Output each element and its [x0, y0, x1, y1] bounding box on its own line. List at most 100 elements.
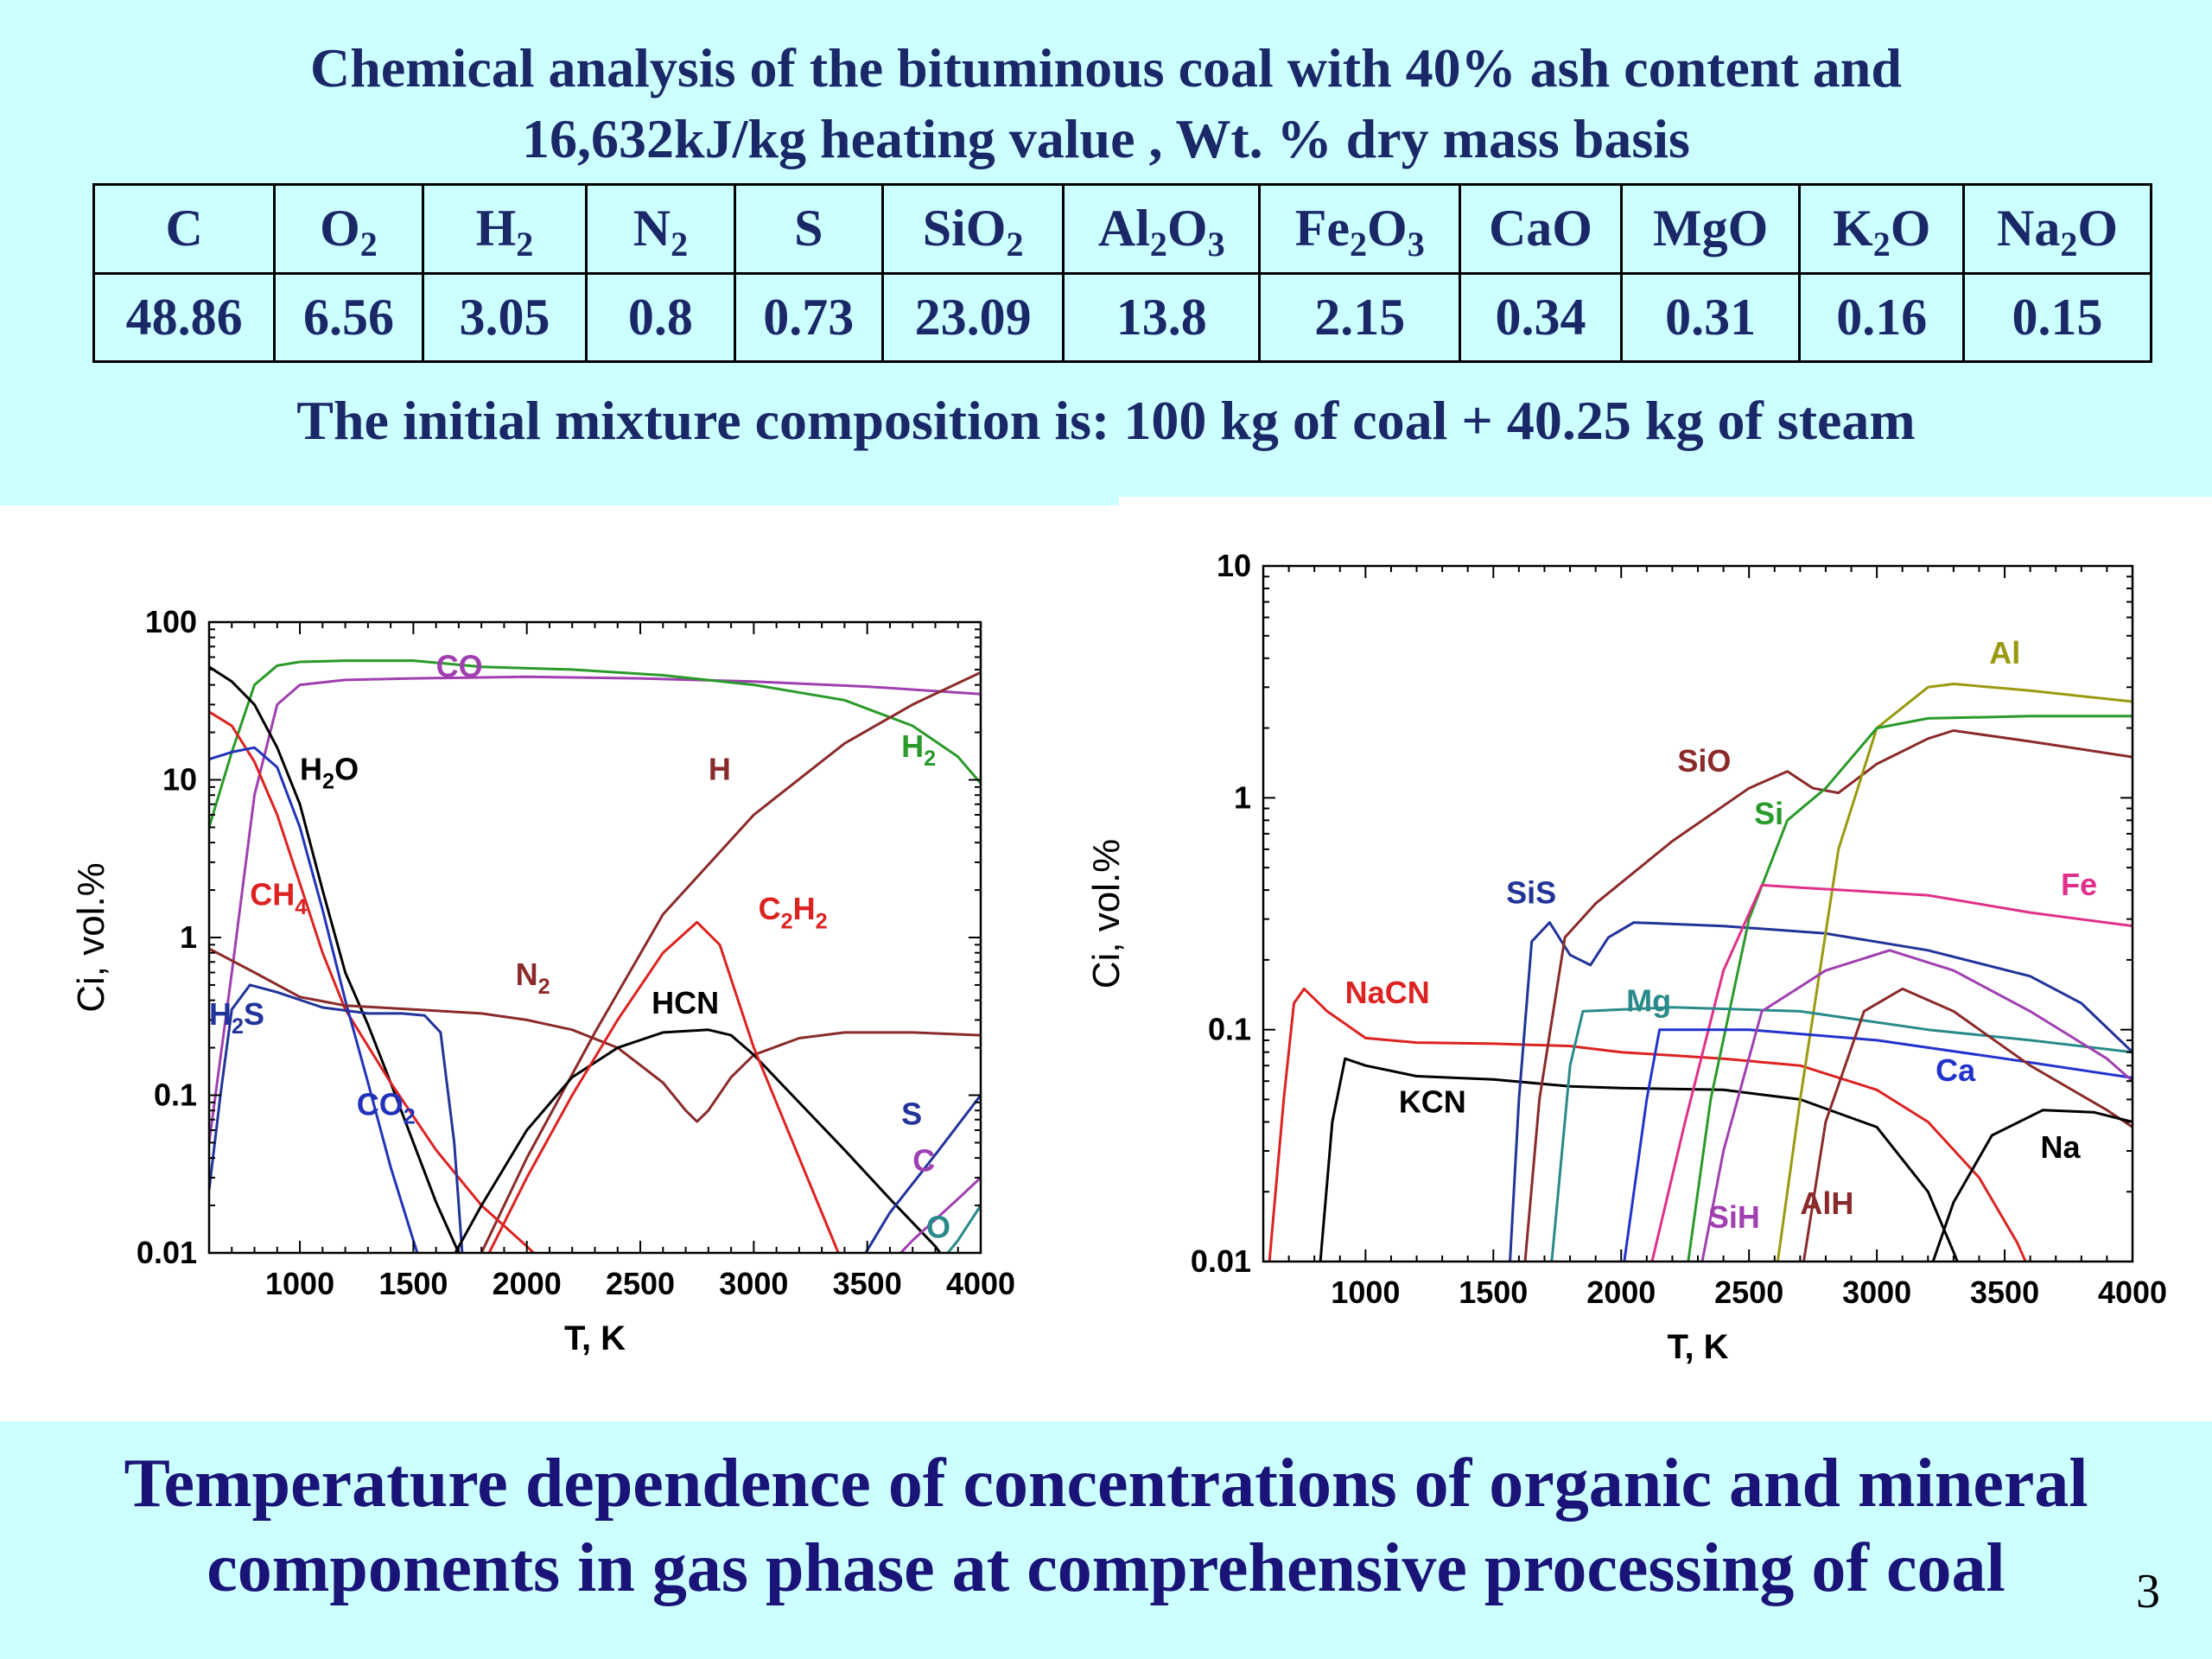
analysis-header-cell: SiO2	[880, 183, 1065, 275]
series-line-n2	[209, 947, 981, 1123]
series-line-fe	[1650, 883, 2133, 1262]
x-tick-label: 1500	[378, 1266, 448, 1301]
analysis-header-text: MgO	[1652, 200, 1769, 257]
series-label-h2o-part: 2	[322, 770, 334, 794]
series-label-mg: Mg	[1626, 982, 1671, 1018]
x-tick-label: 2000	[1586, 1274, 1656, 1310]
y-tick-label: 0.1	[1208, 1012, 1251, 1047]
analysis-header-text: C	[165, 200, 203, 257]
slide-title-line-2: 16,632kJ/kg heating value , Wt. % dry ma…	[522, 108, 1690, 169]
analysis-header-text: S	[794, 200, 823, 257]
series-label-ca-part: Ca	[1936, 1052, 1976, 1088]
y-tick-label: 0.1	[154, 1077, 197, 1113]
series-line-co2	[209, 746, 419, 1253]
series-label-n2-part: 2	[538, 975, 550, 999]
series-label-na-part: Na	[2040, 1129, 2081, 1165]
series-label-c2h2-part: C	[759, 891, 781, 926]
series-label-kcn: KCN	[1399, 1084, 1466, 1119]
analysis-header-text: 2	[2060, 225, 2078, 264]
x-tick-label: 1000	[1331, 1274, 1400, 1310]
analysis-value-cell: 48.86	[92, 271, 276, 363]
analysis-header-text: Fe	[1294, 200, 1351, 257]
analysis-header-text: CaO	[1488, 200, 1592, 257]
series-line-kcn	[1319, 1057, 1959, 1262]
series-label-h2s-part: 2	[232, 1014, 244, 1039]
series-label-h2-part: 2	[924, 747, 936, 771]
analysis-header-text: O	[2077, 200, 2119, 257]
analysis-header-text: SiO	[922, 200, 1007, 257]
series-label-sio: SiO	[1677, 743, 1731, 779]
series-label-ch4-part: 4	[295, 895, 307, 919]
series-line-h2o	[209, 665, 461, 1253]
series-label-sis: SiS	[1506, 875, 1556, 911]
series-label-co2: CO2	[357, 1086, 416, 1128]
charts-area	[0, 505, 2212, 1421]
series-label-fe-part: Fe	[2061, 867, 2097, 902]
series-line-sio	[1523, 729, 2133, 1262]
x-axis-label: T, K	[1667, 1328, 1728, 1366]
analysis-value-cell: 0.16	[1798, 271, 1966, 363]
x-tick-label: 2000	[493, 1266, 562, 1301]
series-label-alh: AlH	[1800, 1185, 1853, 1221]
series-label-ch4: CH4	[250, 877, 307, 919]
page-number: 3	[2136, 1565, 2160, 1618]
series-label-co2-part: CO	[357, 1086, 404, 1122]
coal-analysis-table: C O2 H2 N2 S SiO2 Al2O3 Fe2O3 CaO MgO K2O Na2O 48.8…	[92, 183, 2152, 363]
x-tick-label: 1000	[265, 1266, 334, 1301]
series-label-mg-part: Mg	[1626, 982, 1671, 1018]
series-label-ch4-part: CH	[250, 877, 295, 912]
analysis-header-text: 2	[1006, 225, 1024, 264]
y-tick-label: 10	[162, 762, 197, 798]
x-axis-label: T, K	[564, 1319, 626, 1357]
analysis-header-cell: Na2O	[1962, 183, 2152, 275]
series-line-al	[1776, 683, 2133, 1262]
series-line-si	[1687, 715, 2133, 1262]
analysis-value-cell: 3.05	[421, 271, 588, 363]
series-line-ch4	[209, 710, 536, 1253]
analysis-header-text: H	[475, 200, 517, 257]
series-line-o	[945, 1205, 981, 1253]
slide-title-line-1: Chemical analysis of the bituminous coal…	[310, 37, 1902, 99]
series-label-alh-part: AlH	[1800, 1185, 1853, 1221]
analysis-value-cell: 0.15	[1962, 271, 2152, 363]
analysis-header-text: 2	[1350, 225, 1368, 264]
series-line-c2h2	[487, 920, 840, 1253]
series-line-h	[480, 671, 981, 1253]
series-label-hcn-part: HCN	[652, 985, 719, 1020]
series-label-al: Al	[1989, 635, 2020, 671]
x-tick-label: 1500	[1459, 1274, 1528, 1310]
y-axis-label: Ci, vol.%	[1085, 839, 1128, 989]
series-label-c2h2-part: H	[793, 891, 816, 926]
y-tick-label: 1	[1234, 779, 1251, 815]
y-axis-label: Ci, vol.%	[70, 862, 112, 1013]
analysis-header-text: 2	[359, 225, 378, 264]
analysis-value-cell: 0.34	[1459, 271, 1623, 363]
series-label-h2s-part: S	[244, 996, 264, 1032]
series-label-co: CO	[436, 648, 483, 683]
mixture-composition: The initial mixture composition is: 100 …	[296, 390, 1916, 451]
analysis-header-cell: Fe2O3	[1258, 183, 1462, 275]
series-label-h2-part: H	[901, 728, 924, 764]
x-tick-label: 4000	[2098, 1274, 2167, 1310]
analysis-value-cell: 0.31	[1619, 271, 1802, 363]
series-label-h2o: H2O	[300, 752, 359, 794]
chart-mineral-components: 1000 1500 2000 2500 3000 3500 4000 0.01 0.1 1 10 T,…	[1085, 548, 2167, 1366]
y-tick-label: 0.01	[137, 1235, 197, 1270]
series-label-s-part: S	[901, 1096, 922, 1132]
series-label-o-part: O	[926, 1209, 950, 1244]
series-line-na	[1931, 1109, 2133, 1262]
analysis-header-text: O	[320, 200, 360, 257]
y-tick-label: 10	[1217, 548, 1251, 583]
analysis-header-cell: H2	[421, 183, 588, 275]
slide-title: Chemical analysis of the bituminous coal…	[0, 33, 2212, 175]
y-tick-label: 100	[145, 604, 197, 639]
x-tick-label: 2500	[606, 1266, 675, 1301]
series-line-co	[209, 675, 981, 1143]
series-line-ca	[1623, 1028, 2133, 1262]
series-label-sih-part: SiH	[1708, 1199, 1760, 1235]
analysis-header-row: C O2 H2 N2 S SiO2 Al2O3 Fe2O3 CaO MgO K2O Na2O	[92, 183, 2152, 275]
analysis-header-text: 2	[1149, 225, 1167, 264]
series-line-sis	[1509, 921, 2133, 1262]
series-label-n2-part: N	[516, 957, 538, 992]
series-label-al-part: Al	[1989, 635, 2020, 671]
